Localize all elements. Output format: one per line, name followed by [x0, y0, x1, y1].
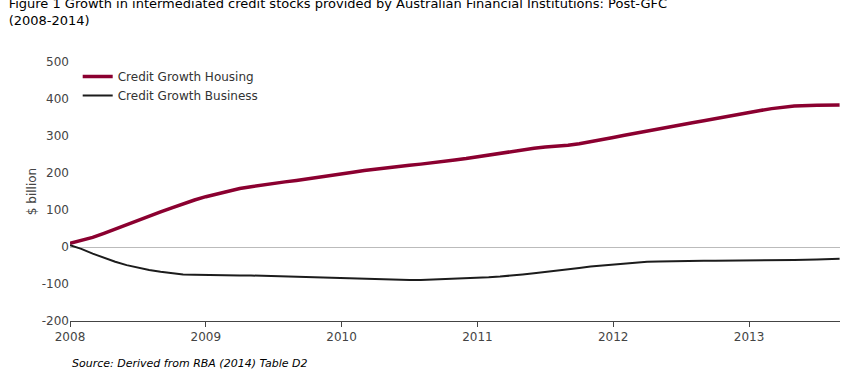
- svg-text:100: 100: [46, 203, 69, 217]
- svg-text:2008: 2008: [55, 330, 86, 344]
- svg-text:$ billion: $ billion: [25, 168, 39, 215]
- svg-text:2010: 2010: [326, 330, 357, 344]
- svg-text:0: 0: [61, 240, 69, 254]
- svg-text:2012: 2012: [598, 330, 629, 344]
- svg-text:Figure 1 Growth in intermediat: Figure 1 Growth in intermediated credit …: [9, 0, 667, 28]
- svg-text:Credit Growth Housing: Credit Growth Housing: [118, 70, 254, 84]
- svg-text:300: 300: [46, 129, 69, 143]
- svg-text:2013: 2013: [734, 330, 765, 344]
- svg-text:400: 400: [46, 92, 69, 106]
- svg-text:500: 500: [46, 55, 69, 69]
- svg-text:2011: 2011: [462, 330, 493, 344]
- svg-text:200: 200: [46, 166, 69, 180]
- svg-text:2009: 2009: [191, 330, 222, 344]
- svg-text:-100: -100: [42, 277, 69, 291]
- svg-text:Source: Derived from RBA (2014: Source: Derived from RBA (2014) Table D2: [72, 357, 308, 370]
- svg-text:Credit Growth Business: Credit Growth Business: [118, 89, 258, 103]
- svg-text:-200: -200: [42, 314, 69, 328]
